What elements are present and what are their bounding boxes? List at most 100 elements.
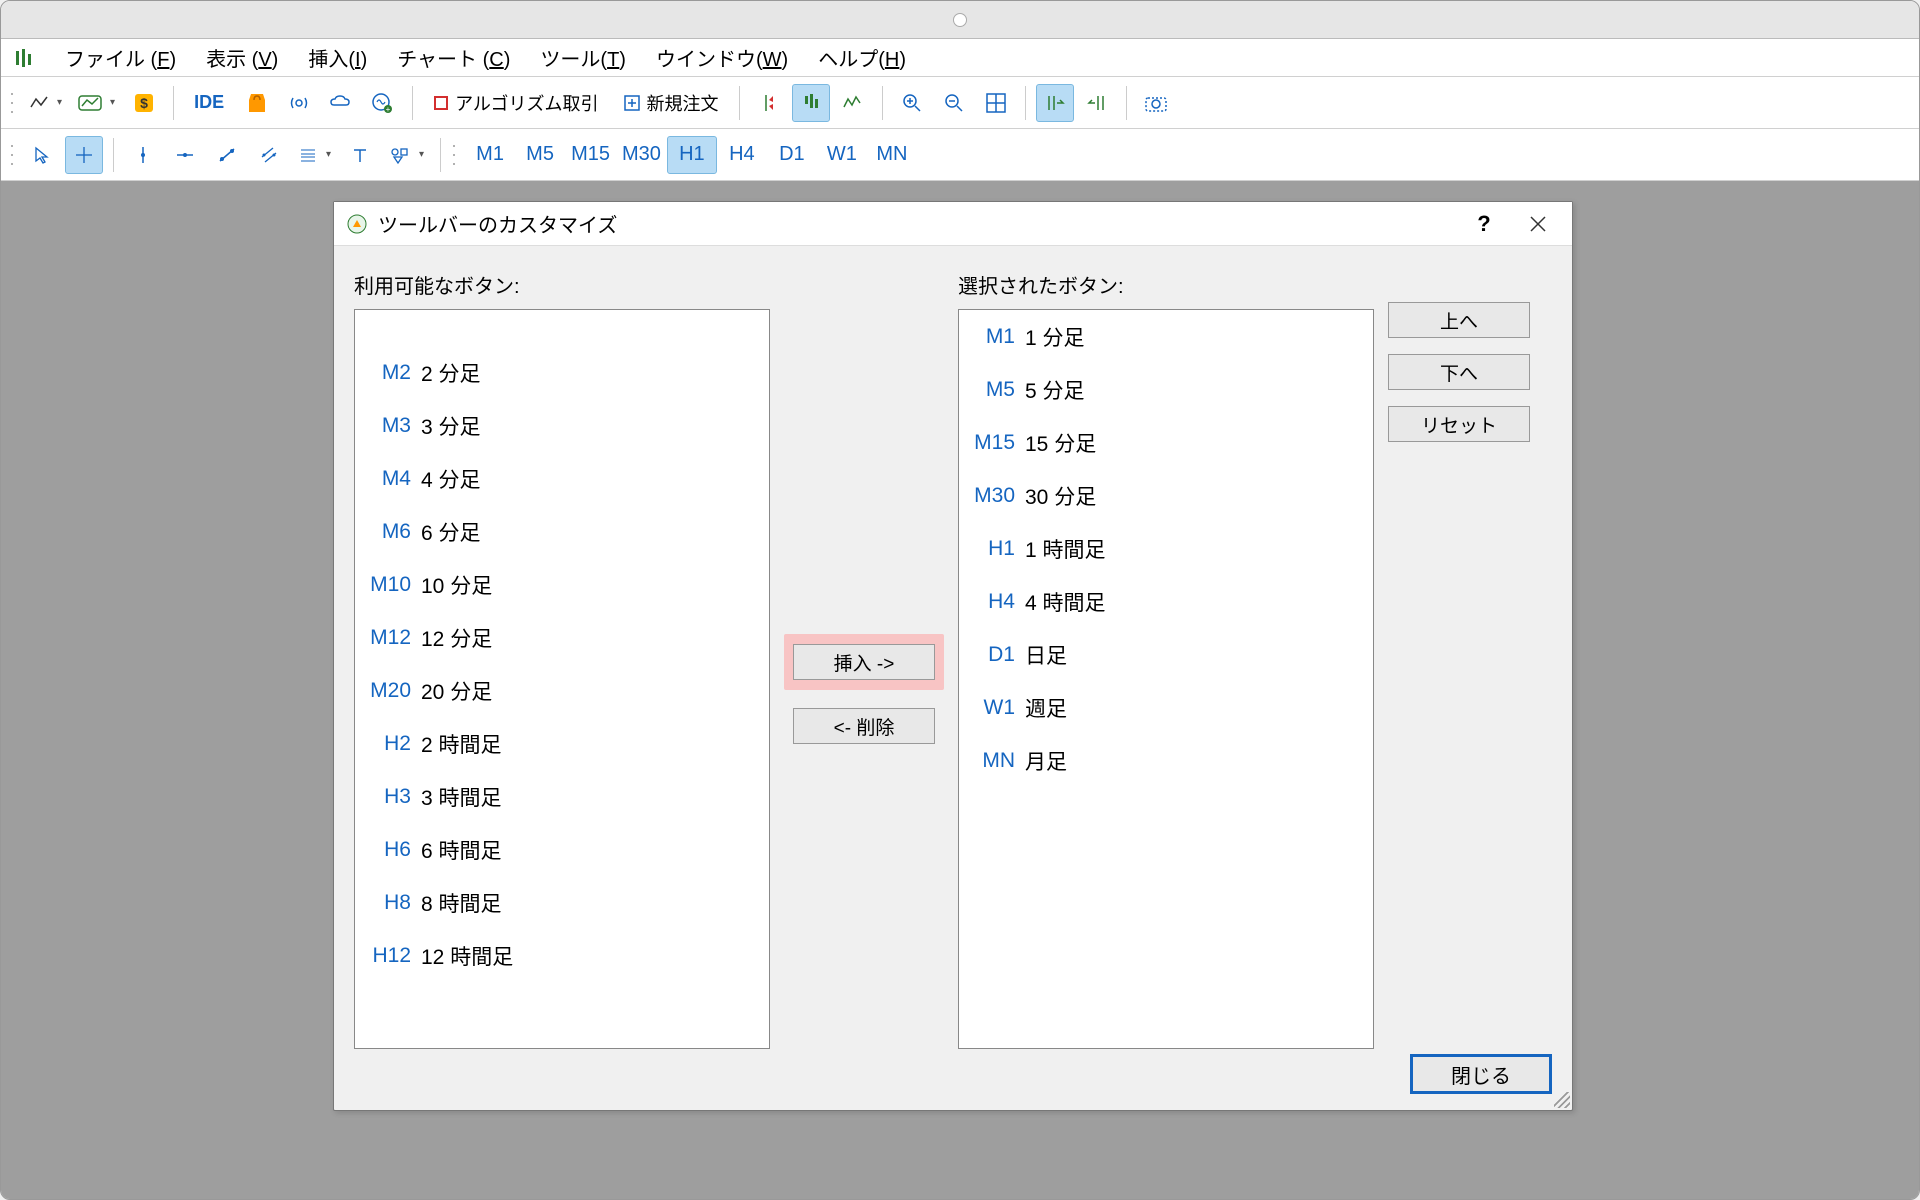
tile-windows-button[interactable] xyxy=(977,84,1015,122)
vertical-line-button[interactable] xyxy=(124,136,162,174)
timeframe-m30-button[interactable]: M30 xyxy=(616,136,667,174)
timeframe-m1-button[interactable]: M1 xyxy=(465,136,515,174)
algo-trading-button[interactable]: アルゴリズム取引 xyxy=(423,84,608,122)
remove-button[interactable]: <- 削除 xyxy=(793,708,935,744)
signals-button[interactable] xyxy=(280,84,318,122)
menu-view[interactable]: 表示 (V) xyxy=(206,43,278,72)
move-down-button[interactable]: 下へ xyxy=(1388,354,1530,390)
timeframe-code: D1 xyxy=(967,643,1025,667)
mql5-button[interactable]: + xyxy=(364,84,402,122)
chevron-down-icon: ▾ xyxy=(326,149,331,160)
app-logo-icon xyxy=(13,47,35,69)
toolbar-separator xyxy=(412,86,413,120)
timeframe-desc: 3 時間足 xyxy=(421,782,769,812)
list-item[interactable]: H66 時間足 xyxy=(355,823,769,876)
shift-chart-button[interactable] xyxy=(750,84,788,122)
zoom-out-button[interactable] xyxy=(935,84,973,122)
timeframe-code: MN xyxy=(967,749,1025,773)
cursor-button[interactable] xyxy=(23,136,61,174)
menu-window[interactable]: ウインドウ(W) xyxy=(656,43,788,72)
timeframe-desc: 30 分足 xyxy=(1025,481,1373,511)
timeframe-d1-button[interactable]: D1 xyxy=(767,136,817,174)
ide-button[interactable]: IDE xyxy=(184,84,234,122)
step-back-button[interactable] xyxy=(1078,84,1116,122)
timeframe-desc: 日足 xyxy=(1025,640,1373,670)
crosshair-button[interactable] xyxy=(65,136,103,174)
timeframe-mn-button[interactable]: MN xyxy=(867,136,917,174)
selected-listbox[interactable]: M11 分足M55 分足M1515 分足M3030 分足H11 時間足H44 時… xyxy=(958,309,1374,1049)
scroll-end-button[interactable] xyxy=(834,84,872,122)
right-column: 上へ 下へ リセット xyxy=(1388,270,1538,1098)
available-listbox[interactable]: M22 分足M33 分足M44 分足M66 分足M1010 分足M1212 分足… xyxy=(354,309,770,1049)
objects-button[interactable]: ▾ xyxy=(383,136,430,174)
fibonacci-button[interactable]: ▾ xyxy=(292,136,337,174)
customize-toolbar-dialog: ツールバーのカスタマイズ ? 利用可能なボタン: M22 分足M33 分足M44… xyxy=(333,201,1573,1111)
list-item[interactable]: M2020 分足 xyxy=(355,664,769,717)
menu-tools[interactable]: ツール(T) xyxy=(540,43,626,72)
chart-type-button[interactable]: ▾ xyxy=(23,84,68,122)
toolbar-grip-icon[interactable] xyxy=(9,138,15,172)
list-item[interactable]: M3030 分足 xyxy=(959,469,1373,522)
list-item[interactable]: M44 分足 xyxy=(355,452,769,505)
timeframe-h4-button[interactable]: H4 xyxy=(717,136,767,174)
list-item[interactable]: H44 時間足 xyxy=(959,575,1373,628)
list-item[interactable]: M1212 分足 xyxy=(355,611,769,664)
timeframe-code: M2 xyxy=(363,361,421,385)
resize-grip-icon[interactable] xyxy=(1554,1092,1570,1108)
menu-file[interactable]: ファイル (F) xyxy=(65,43,176,72)
timeframe-desc: 月足 xyxy=(1025,746,1373,776)
toolbar-grip-icon[interactable] xyxy=(451,138,457,172)
vps-button[interactable] xyxy=(322,84,360,122)
auto-scroll-button[interactable] xyxy=(792,84,830,122)
list-item[interactable]: M22 分足 xyxy=(355,346,769,399)
list-item[interactable]: M1010 分足 xyxy=(355,558,769,611)
timeframe-desc: 4 時間足 xyxy=(1025,587,1373,617)
list-item[interactable]: D1日足 xyxy=(959,628,1373,681)
menu-insert[interactable]: 挿入(I) xyxy=(308,43,367,72)
timeframe-code: M20 xyxy=(363,679,421,703)
timeframe-desc: 週足 xyxy=(1025,693,1373,723)
insert-button[interactable]: 挿入 -> xyxy=(793,644,935,680)
list-item[interactable]: H22 時間足 xyxy=(355,717,769,770)
market-button[interactable] xyxy=(238,84,276,122)
dialog-titlebar[interactable]: ツールバーのカスタマイズ ? xyxy=(334,202,1572,246)
timeframe-h1-button[interactable]: H1 xyxy=(667,136,717,174)
selected-column: 選択されたボタン: M11 分足M55 分足M1515 分足M3030 分足H1… xyxy=(958,270,1374,1098)
timeframe-code: H3 xyxy=(363,785,421,809)
list-item[interactable]: M11 分足 xyxy=(959,310,1373,363)
list-item[interactable]: H88 時間足 xyxy=(355,876,769,929)
step-forward-button[interactable] xyxy=(1036,84,1074,122)
list-item[interactable]: W1週足 xyxy=(959,681,1373,734)
list-item[interactable]: M33 分足 xyxy=(355,399,769,452)
menu-chart[interactable]: チャート (C) xyxy=(397,43,510,72)
dollar-button[interactable]: $ xyxy=(125,84,163,122)
toolbar-grip-icon[interactable] xyxy=(9,86,15,120)
close-icon[interactable] xyxy=(1516,202,1560,246)
help-button[interactable]: ? xyxy=(1462,202,1506,246)
timeframe-code: M12 xyxy=(363,626,421,650)
list-item[interactable]: M55 分足 xyxy=(959,363,1373,416)
reset-button[interactable]: リセット xyxy=(1388,406,1530,442)
new-order-button[interactable]: 新規注文 xyxy=(613,84,729,122)
close-button[interactable]: 閉じる xyxy=(1410,1054,1552,1094)
text-button[interactable] xyxy=(341,136,379,174)
list-item[interactable]: H33 時間足 xyxy=(355,770,769,823)
list-item[interactable]: MN月足 xyxy=(959,734,1373,787)
menu-help[interactable]: ヘルプ(H) xyxy=(818,43,906,72)
available-label: 利用可能なボタン: xyxy=(354,270,770,299)
zoom-in-button[interactable] xyxy=(893,84,931,122)
screenshot-button[interactable] xyxy=(1137,84,1175,122)
list-item[interactable]: M1515 分足 xyxy=(959,416,1373,469)
equidistant-channel-button[interactable] xyxy=(250,136,288,174)
dialog-app-icon xyxy=(346,213,368,235)
list-item[interactable]: M66 分足 xyxy=(355,505,769,558)
timeframe-w1-button[interactable]: W1 xyxy=(817,136,867,174)
timeframe-m5-button[interactable]: M5 xyxy=(515,136,565,174)
horizontal-line-button[interactable] xyxy=(166,136,204,174)
list-item[interactable]: H1212 時間足 xyxy=(355,929,769,982)
timeframe-m15-button[interactable]: M15 xyxy=(565,136,616,174)
indicator-button[interactable]: ▾ xyxy=(72,84,121,122)
trendline-button[interactable] xyxy=(208,136,246,174)
list-item[interactable]: H11 時間足 xyxy=(959,522,1373,575)
move-up-button[interactable]: 上へ xyxy=(1388,302,1530,338)
